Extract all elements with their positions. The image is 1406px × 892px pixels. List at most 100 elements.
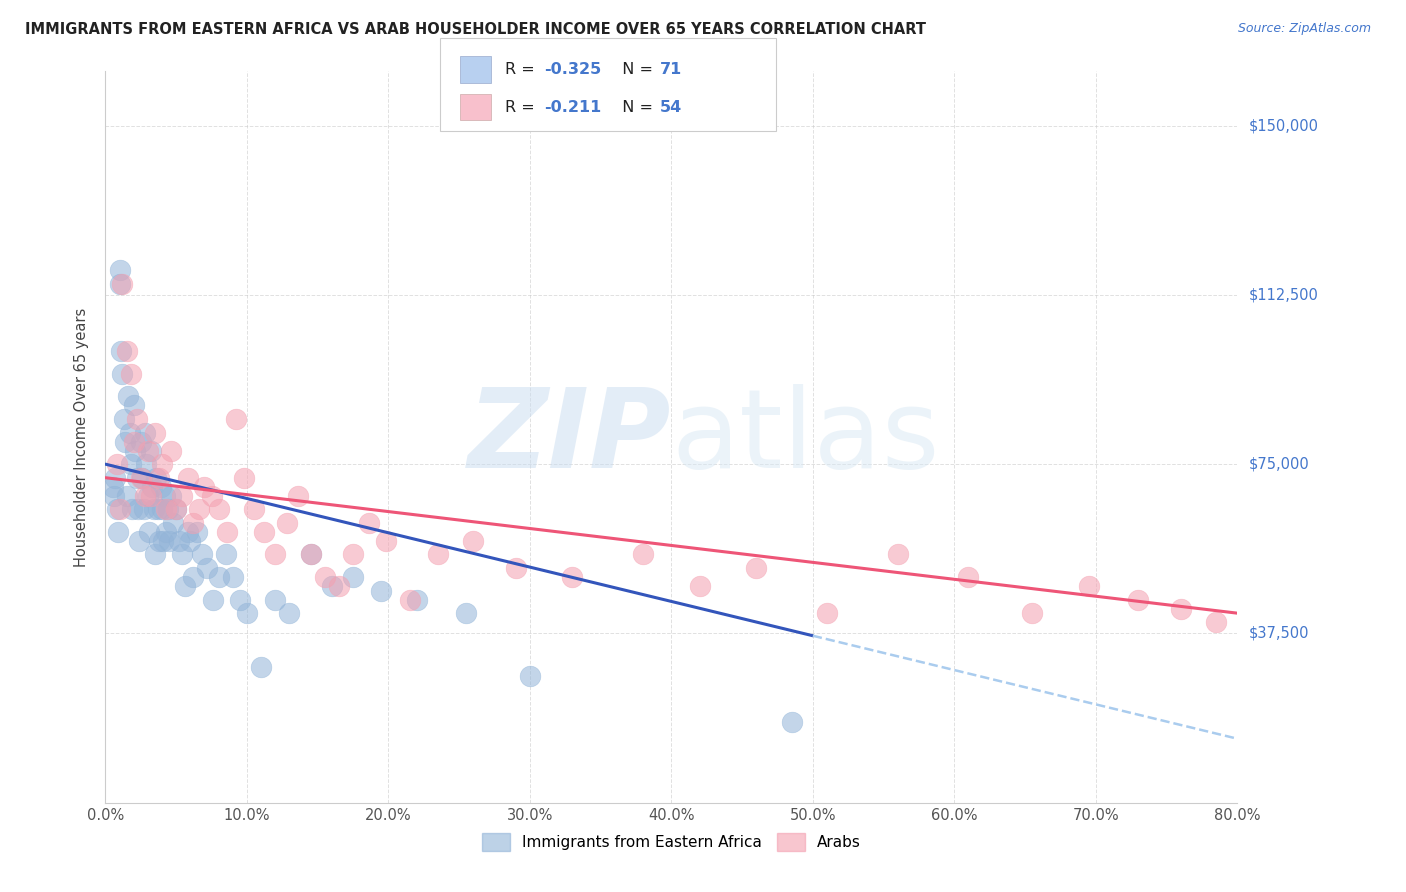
Point: [110, 344, 132, 359]
Text: ZIP: ZIP: [468, 384, 672, 491]
Point: [108, 263, 131, 277]
Point: [689, 579, 711, 593]
Point: [181, 570, 204, 584]
Point: [139, 489, 162, 503]
Point: [181, 516, 204, 530]
Point: [357, 516, 380, 530]
Point: [104, 471, 127, 485]
Point: [519, 669, 541, 683]
Legend: Immigrants from Eastern Africa, Arabs: Immigrants from Eastern Africa, Arabs: [477, 827, 866, 857]
Point: [173, 579, 195, 593]
Point: [103, 489, 125, 503]
Point: [370, 583, 392, 598]
Point: [631, 548, 654, 562]
Point: [299, 548, 322, 562]
Point: [120, 457, 142, 471]
Text: N =: N =: [612, 62, 658, 77]
Point: [117, 389, 139, 403]
Point: [132, 502, 155, 516]
Point: [122, 399, 145, 413]
Point: [139, 443, 162, 458]
Point: [299, 548, 322, 562]
Point: [136, 443, 159, 458]
Point: [243, 502, 266, 516]
Point: [456, 606, 478, 620]
Point: [129, 471, 152, 485]
Point: [264, 548, 287, 562]
Point: [112, 412, 135, 426]
Text: atlas: atlas: [672, 384, 939, 491]
Point: [148, 471, 170, 485]
Point: [108, 502, 131, 516]
Point: [217, 524, 239, 539]
Point: [136, 489, 159, 503]
Point: [167, 533, 190, 548]
Text: R =: R =: [505, 62, 540, 77]
Point: [201, 592, 224, 607]
Point: [162, 516, 184, 530]
Point: [134, 489, 156, 503]
Point: [1170, 601, 1192, 615]
Point: [150, 502, 173, 516]
Point: [186, 524, 208, 539]
Point: [155, 524, 177, 539]
Point: [1021, 606, 1043, 620]
Point: [135, 457, 157, 471]
Point: [745, 561, 768, 575]
Point: [125, 471, 148, 485]
Point: [159, 443, 181, 458]
Point: [115, 344, 138, 359]
Text: Source: ZipAtlas.com: Source: ZipAtlas.com: [1237, 22, 1371, 36]
Point: [264, 592, 287, 607]
Text: $37,500: $37,500: [1249, 626, 1309, 641]
Text: N =: N =: [612, 100, 658, 114]
Point: [463, 533, 485, 548]
Point: [120, 367, 142, 381]
Point: [887, 548, 910, 562]
Point: [505, 561, 527, 575]
Point: [142, 502, 165, 516]
Point: [107, 524, 129, 539]
Point: [314, 570, 336, 584]
Point: [176, 471, 198, 485]
Point: [222, 570, 245, 584]
Point: [148, 533, 170, 548]
Point: [229, 592, 252, 607]
Point: [141, 480, 163, 494]
Point: [114, 434, 136, 449]
Point: [187, 502, 209, 516]
Point: [156, 502, 179, 516]
Point: [398, 592, 420, 607]
Point: [1205, 615, 1227, 630]
Point: [236, 606, 259, 620]
Text: $75,000: $75,000: [1249, 457, 1309, 472]
Point: [815, 606, 838, 620]
Point: [131, 471, 153, 485]
Point: [146, 502, 169, 516]
Text: 71: 71: [659, 62, 682, 77]
Point: [215, 548, 238, 562]
Point: [374, 533, 396, 548]
Point: [159, 489, 181, 503]
Point: [253, 524, 276, 539]
Point: [321, 579, 343, 593]
Point: [155, 502, 177, 516]
Point: [195, 561, 218, 575]
Point: [561, 570, 583, 584]
Point: [176, 524, 198, 539]
Point: [276, 516, 298, 530]
Text: 54: 54: [659, 100, 682, 114]
Point: [128, 533, 150, 548]
Point: [157, 533, 180, 548]
Text: -0.325: -0.325: [544, 62, 602, 77]
Point: [122, 434, 145, 449]
Text: -0.211: -0.211: [544, 100, 602, 114]
Point: [193, 480, 215, 494]
Point: [405, 592, 427, 607]
Point: [287, 489, 309, 503]
Point: [145, 471, 167, 485]
Point: [250, 660, 273, 674]
Point: [111, 367, 134, 381]
Text: $150,000: $150,000: [1249, 118, 1319, 133]
Point: [1128, 592, 1150, 607]
